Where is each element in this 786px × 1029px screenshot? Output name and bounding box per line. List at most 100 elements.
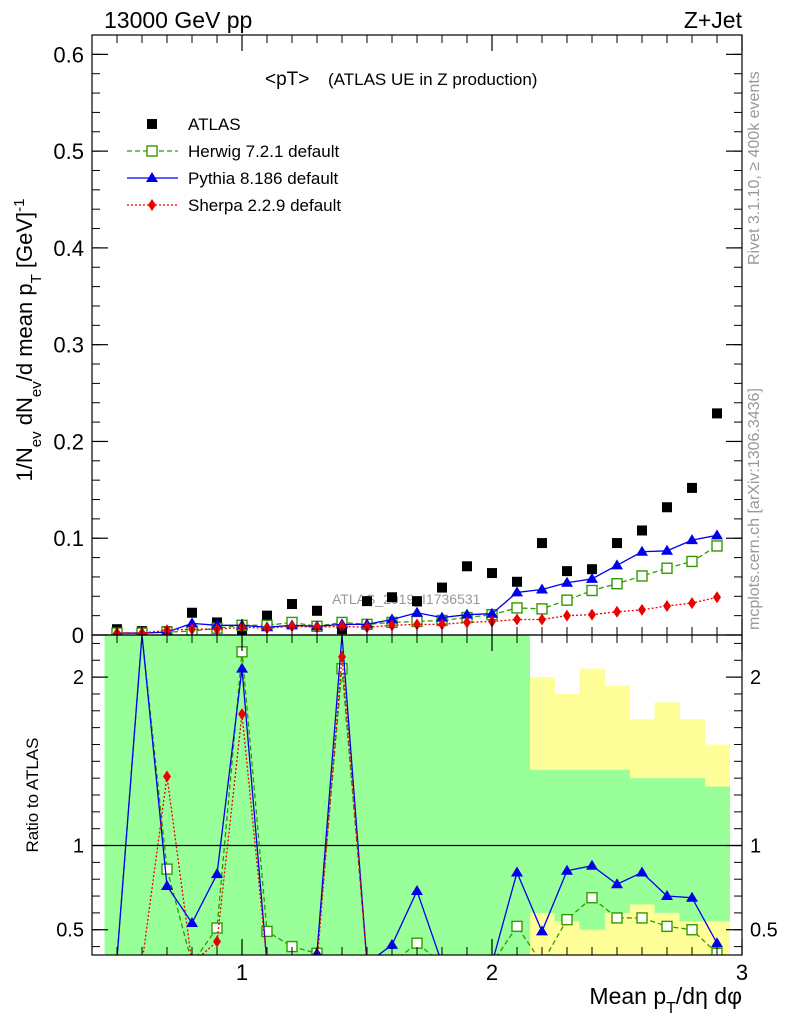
data-point <box>387 592 397 603</box>
analysis-watermark: ATLAS_2019_I1736531 <box>332 591 481 607</box>
legend-label: ATLAS <box>188 115 241 134</box>
data-point <box>487 568 497 579</box>
data-point <box>511 602 523 614</box>
band-green-bin <box>179 635 205 955</box>
data-point <box>536 603 548 615</box>
data-point <box>537 538 547 549</box>
ratio-point <box>661 920 673 933</box>
data-point <box>613 605 621 618</box>
data-point <box>586 584 598 597</box>
data-point <box>561 576 573 587</box>
data-point <box>561 594 573 606</box>
ratio-y-tick-label-right: 1 <box>750 836 761 858</box>
data-point <box>562 566 572 577</box>
legend-label: Sherpa 2.2.9 default <box>188 196 341 215</box>
data-point <box>262 610 272 621</box>
legend-marker <box>146 145 158 157</box>
legend-marker <box>148 199 156 211</box>
ratio-point <box>586 892 598 904</box>
ratio-point <box>611 912 623 924</box>
data-point <box>661 562 673 574</box>
data-point <box>411 606 423 617</box>
ratio-y-tick-label: 2 <box>73 667 84 689</box>
band-green-bin <box>504 635 530 955</box>
legend: ATLAS Herwig 7.2.1 default Pythia 8.186 de… <box>127 115 341 215</box>
ratio-point <box>186 917 198 927</box>
data-point <box>711 529 723 540</box>
data-point <box>386 613 398 624</box>
band-green-bin <box>429 635 455 955</box>
ratio-point <box>261 925 273 938</box>
band-green-bin <box>104 635 130 955</box>
data-point <box>687 482 697 493</box>
ratio-point <box>211 868 223 879</box>
ratio-point <box>611 878 623 889</box>
ratio-point <box>161 879 173 890</box>
band-green-bin <box>304 635 330 955</box>
ratio-point <box>411 937 423 949</box>
data-point <box>437 582 447 593</box>
header-left-label: 13000 GeV pp <box>104 7 252 33</box>
data-point <box>388 619 396 632</box>
ratio-point <box>211 922 223 934</box>
ratio-point <box>511 920 523 933</box>
x-tick-label: 1 <box>236 960 248 985</box>
ratio-y-tick-label-right: 2 <box>750 667 761 689</box>
y-tick-label: 0.2 <box>53 429 84 454</box>
band-green-bin <box>254 635 280 955</box>
band-green-bin <box>229 635 255 955</box>
header-right-label: Z+Jet <box>684 7 743 33</box>
ratio-point <box>536 925 548 936</box>
y-tick-label: 0.5 <box>53 139 84 164</box>
data-point <box>662 502 672 513</box>
ratio-y-tick-label: 1 <box>73 836 84 858</box>
data-point <box>288 620 296 633</box>
data-point <box>538 613 546 626</box>
ratio-point <box>386 938 398 949</box>
data-point <box>661 544 673 555</box>
main-y-axis-label: 1/Nev dNev/d mean pT [GeV]-1 <box>11 199 45 482</box>
band-green-bin <box>279 635 305 955</box>
data-point <box>587 564 597 575</box>
data-point <box>711 540 723 552</box>
mcplots-label: mcplots.cern.ch [arXiv:1306.3436] <box>746 388 763 630</box>
ratio-point <box>636 866 648 877</box>
data-point <box>686 555 698 568</box>
band-green-bin <box>604 769 630 913</box>
band-green-bin <box>704 786 730 922</box>
data-point <box>611 559 623 570</box>
rivet-version-label: Rivet 3.1.10, ≥ 400k events <box>746 71 763 265</box>
ratio-y-axis-label: Ratio to ATLAS <box>23 738 42 853</box>
ratio-point <box>213 935 221 948</box>
band-green-bin <box>404 635 430 955</box>
data-point <box>712 408 722 419</box>
ratio-point <box>161 863 173 875</box>
ratio-point <box>511 866 523 877</box>
ratio-point <box>561 913 573 926</box>
data-point <box>637 525 647 536</box>
data-point <box>636 545 648 556</box>
y-tick-label: 0 <box>72 623 84 648</box>
data-point <box>636 570 648 582</box>
band-green-bin <box>354 635 380 955</box>
ratio-point <box>163 770 171 783</box>
band-green-bin <box>329 635 355 955</box>
data-point <box>713 591 721 604</box>
axes-group: 0 0.1 0.2 0.3 0.4 0.5 0.6 0.5 0.5 1 1 2 2 1 2 3 <box>53 34 778 985</box>
y-tick-label: 0.3 <box>53 333 84 358</box>
data-point <box>511 586 523 597</box>
data-point <box>461 608 473 619</box>
data-point <box>563 609 571 622</box>
ratio-point <box>661 890 673 901</box>
y-tick-label: 0.1 <box>53 526 84 551</box>
data-point <box>287 599 297 610</box>
legend-marker <box>147 119 157 129</box>
data-point <box>663 599 671 612</box>
data-point <box>436 611 448 622</box>
main-series-group <box>111 408 723 635</box>
legend-label: Pythia 8.186 default <box>188 169 339 188</box>
legend-label: Herwig 7.2.1 default <box>188 142 339 161</box>
ratio-point <box>411 885 423 895</box>
ratio-y-tick-label: 0.5 <box>56 920 84 942</box>
